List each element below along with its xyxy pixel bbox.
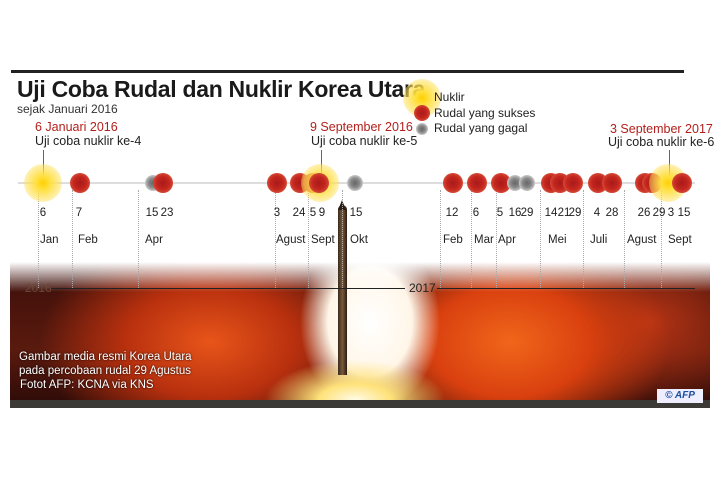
- month-label: Sept: [311, 234, 335, 246]
- month-label: Sept: [668, 234, 692, 246]
- legend-label: Rudal yang sukses: [434, 106, 536, 120]
- month-divider: [138, 190, 139, 288]
- event-day: 6: [39, 207, 47, 219]
- missile-fail-marker: [519, 175, 535, 191]
- month-divider: [583, 190, 584, 288]
- top-rule: [11, 70, 342, 73]
- month-label: Feb: [443, 234, 463, 246]
- event-day: 14: [544, 207, 558, 219]
- event-day: 5: [496, 207, 504, 219]
- afp-logo: © AFP: [657, 389, 703, 403]
- fail-legend-icon: [416, 123, 428, 135]
- missile-success-marker: [443, 173, 463, 193]
- month-divider: [342, 190, 343, 288]
- month-divider: [624, 190, 625, 288]
- nuclear-test-marker: [24, 164, 62, 202]
- event-day: 3: [667, 207, 675, 219]
- missile-success-marker: [153, 173, 173, 193]
- year-label: 2017: [409, 281, 436, 295]
- photo-caption: Gambar media resmi Korea Utara pada perc…: [19, 350, 192, 378]
- legend-label: Nuklir: [434, 90, 465, 104]
- highlight-desc: Uji coba nuklir ke-5: [311, 134, 418, 148]
- highlight-date: 6 Januari 2016: [35, 120, 118, 134]
- missile-success-marker: [491, 173, 511, 193]
- event-day: 29: [520, 207, 534, 219]
- highlight-desc: Uji coba nuklir ke-4: [35, 134, 142, 148]
- month-label: Okt: [350, 234, 368, 246]
- rocket-image: [338, 205, 347, 375]
- month-divider: [38, 190, 39, 288]
- event-day: 23: [160, 207, 174, 219]
- missile-success-marker: [309, 173, 329, 193]
- month-divider: [72, 190, 73, 288]
- event-day: 6: [472, 207, 480, 219]
- year-line-2017: [437, 288, 695, 289]
- month-divider: [471, 190, 472, 288]
- month-label: Juli: [590, 234, 608, 246]
- photo-credit: Fotot AFP: KCNA via KNS: [20, 379, 154, 391]
- month-divider: [540, 190, 541, 288]
- month-divider: [496, 190, 497, 288]
- month-label: Apr: [498, 234, 516, 246]
- top-rule: [342, 70, 684, 73]
- event-day: 12: [445, 207, 459, 219]
- month-divider: [308, 190, 309, 288]
- event-day: 24: [292, 207, 306, 219]
- month-label: Mei: [548, 234, 567, 246]
- event-day: 21: [557, 207, 571, 219]
- event-day: 15: [677, 207, 691, 219]
- month-divider: [440, 190, 441, 288]
- year-line-2016: [50, 288, 405, 289]
- event-day: 9: [318, 207, 326, 219]
- event-day: 16: [508, 207, 522, 219]
- missile-success-marker: [672, 173, 692, 193]
- legend-label: Rudal yang gagal: [434, 121, 528, 135]
- event-day: 15: [349, 207, 363, 219]
- highlight-date: 3 September 2017: [610, 122, 713, 136]
- caption-line: Gambar media resmi Korea Utara: [19, 351, 192, 363]
- month-label: Feb: [78, 234, 98, 246]
- event-day: 15: [145, 207, 159, 219]
- year-label: 2016: [25, 281, 52, 295]
- event-day: 7: [75, 207, 83, 219]
- subtitle: sejak Januari 2016: [17, 102, 118, 116]
- event-day: 29: [652, 207, 666, 219]
- month-label: Jan: [40, 234, 59, 246]
- month-divider: [275, 190, 276, 288]
- photo-fade: [10, 262, 710, 292]
- missile-success-marker: [70, 173, 90, 193]
- ground: [10, 400, 710, 408]
- month-label: Mar: [474, 234, 494, 246]
- highlight-desc: Uji coba nuklir ke-6: [608, 135, 715, 149]
- page-title: Uji Coba Rudal dan Nuklir Korea Utara: [17, 76, 426, 102]
- success-legend-icon: [414, 105, 430, 121]
- caption-line: pada percobaan rudal 29 Agustus: [19, 365, 191, 377]
- event-day: 29: [568, 207, 582, 219]
- event-day: 4: [593, 207, 601, 219]
- month-label: Apr: [145, 234, 163, 246]
- missile-fail-marker: [347, 175, 363, 191]
- missile-success-marker: [563, 173, 583, 193]
- missile-success-marker: [602, 173, 622, 193]
- month-divider: [661, 190, 662, 288]
- highlight-date: 9 September 2016: [310, 120, 413, 134]
- month-label: Agust: [276, 234, 306, 246]
- missile-success-marker: [267, 173, 287, 193]
- event-day: 26: [637, 207, 651, 219]
- missile-success-marker: [467, 173, 487, 193]
- event-day: 5: [309, 207, 317, 219]
- event-day: 3: [273, 207, 281, 219]
- month-label: Agust: [627, 234, 657, 246]
- event-day: 28: [605, 207, 619, 219]
